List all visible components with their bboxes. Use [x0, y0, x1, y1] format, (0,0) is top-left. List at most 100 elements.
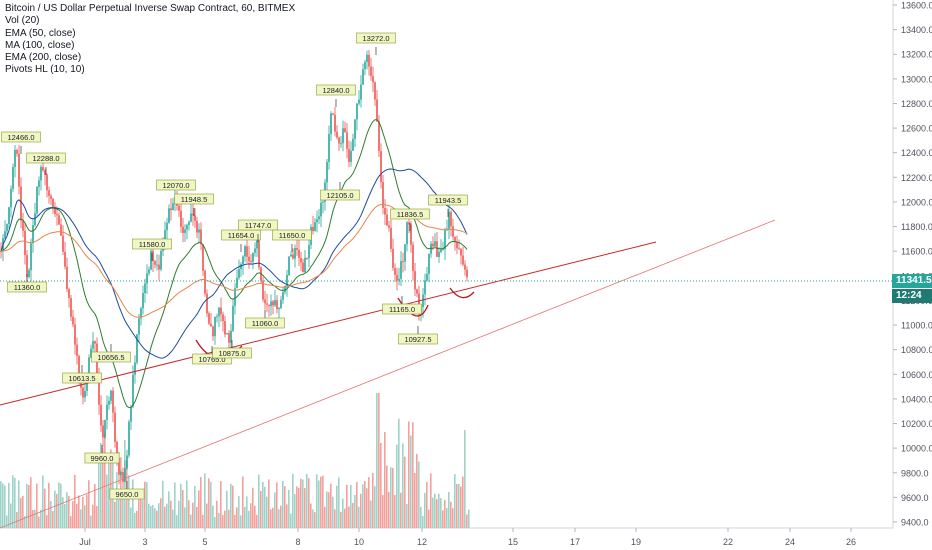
- candle-body: [446, 228, 448, 230]
- candle-body: [172, 203, 174, 211]
- candle-body: [88, 357, 90, 375]
- candle-body: [98, 375, 100, 405]
- volume-bar: [210, 481, 212, 528]
- candle-body: [18, 153, 20, 187]
- volume-bar: [176, 515, 178, 528]
- volume-bar: [292, 473, 294, 528]
- volume-bar: [60, 483, 62, 528]
- volume-bar: [394, 494, 396, 528]
- candle-body: [380, 151, 382, 183]
- candle-body: [34, 213, 36, 226]
- candle-body: [196, 220, 198, 233]
- candle-body: [294, 247, 296, 259]
- volume-bar: [32, 510, 34, 528]
- candle-body: [152, 250, 154, 262]
- candle-body: [106, 404, 108, 420]
- pivot-label: 11943.5: [435, 196, 462, 205]
- volume-bar: [116, 472, 118, 528]
- candle-body: [336, 131, 338, 138]
- volume-bar: [442, 510, 444, 528]
- volume-bar: [448, 492, 450, 528]
- volume-bar: [96, 505, 98, 528]
- candle-body: [292, 254, 294, 259]
- candle-body: [264, 299, 266, 304]
- volume-bar: [74, 474, 76, 528]
- candle-body: [236, 277, 238, 289]
- candle-body: [428, 253, 430, 274]
- candle-body: [404, 244, 406, 262]
- price-tick-label: 12000.0: [901, 197, 932, 207]
- candle-body: [4, 231, 6, 239]
- volume-bar: [30, 477, 32, 528]
- candle-body: [350, 150, 352, 162]
- volume-bar: [66, 492, 68, 528]
- volume-bar: [284, 486, 286, 528]
- volume-bar: [372, 472, 374, 528]
- volume-bar: [110, 449, 112, 528]
- candle-body: [290, 254, 292, 257]
- candle-body: [178, 205, 180, 211]
- legend-ma100[interactable]: MA (100, close): [5, 39, 75, 51]
- volume-bar: [232, 485, 234, 528]
- candle-body: [256, 240, 258, 249]
- candle-body: [50, 195, 52, 199]
- trendline-lower: [0, 219, 776, 529]
- volume-bar: [400, 492, 402, 528]
- volume-bar: [304, 488, 306, 528]
- candle-body: [432, 243, 434, 247]
- legend-ema200[interactable]: EMA (200, close): [5, 52, 82, 64]
- time-tick-label: 3: [142, 537, 147, 547]
- candle-body: [244, 246, 246, 257]
- candle-body: [364, 61, 366, 70]
- candle-body: [456, 242, 458, 249]
- volume-bar: [194, 485, 196, 528]
- volume-bar: [404, 456, 406, 528]
- candle-body: [382, 182, 384, 208]
- pivot-label: 11360.0: [14, 283, 41, 292]
- candle-body: [180, 210, 182, 227]
- volume-bar: [204, 473, 206, 528]
- volume-bar: [168, 491, 170, 528]
- volume-bar: [42, 475, 44, 528]
- candle-body: [166, 222, 168, 231]
- volume-bar: [114, 501, 116, 528]
- volume-bar: [196, 507, 198, 528]
- volume-bar: [140, 494, 142, 528]
- last-price-tag: 11341.5: [892, 274, 932, 288]
- candle-body: [334, 114, 336, 132]
- price-tick-label: 9600.0: [901, 493, 929, 503]
- volume-bar: [28, 484, 30, 528]
- candle-body: [188, 221, 190, 225]
- volume-bar: [104, 432, 106, 528]
- volume-bar: [444, 499, 446, 528]
- time-tick-label: 22: [723, 537, 733, 547]
- candle-body: [200, 229, 202, 245]
- candle-body: [462, 255, 464, 265]
- candle-body: [116, 441, 118, 458]
- volume-bar: [86, 494, 88, 528]
- volume-bar: [388, 491, 390, 528]
- time-tick-label: 26: [846, 537, 856, 547]
- pivot-label: 10927.5: [404, 335, 431, 344]
- volume-bar: [364, 480, 366, 528]
- volume-bar: [118, 491, 120, 528]
- volume-bar: [92, 504, 94, 528]
- volume-bar: [340, 511, 342, 528]
- volume-bar: [128, 475, 130, 528]
- candle-body: [340, 143, 342, 145]
- volume-bar: [164, 506, 166, 528]
- candle-body: [186, 224, 188, 230]
- candle-body: [44, 170, 46, 175]
- legend-vol[interactable]: Vol (20): [5, 15, 40, 27]
- legend-ema50[interactable]: EMA (50, close): [5, 27, 76, 39]
- legend-pivots[interactable]: Pivots HL (10, 10): [5, 64, 85, 76]
- candle-body: [354, 119, 356, 139]
- volume-bar: [184, 507, 186, 528]
- volume-bar: [338, 477, 340, 528]
- candle-body: [66, 266, 68, 290]
- volume-bar: [320, 476, 322, 528]
- candle-body: [384, 207, 386, 215]
- candle-body: [118, 457, 120, 475]
- volume-bar: [100, 442, 102, 528]
